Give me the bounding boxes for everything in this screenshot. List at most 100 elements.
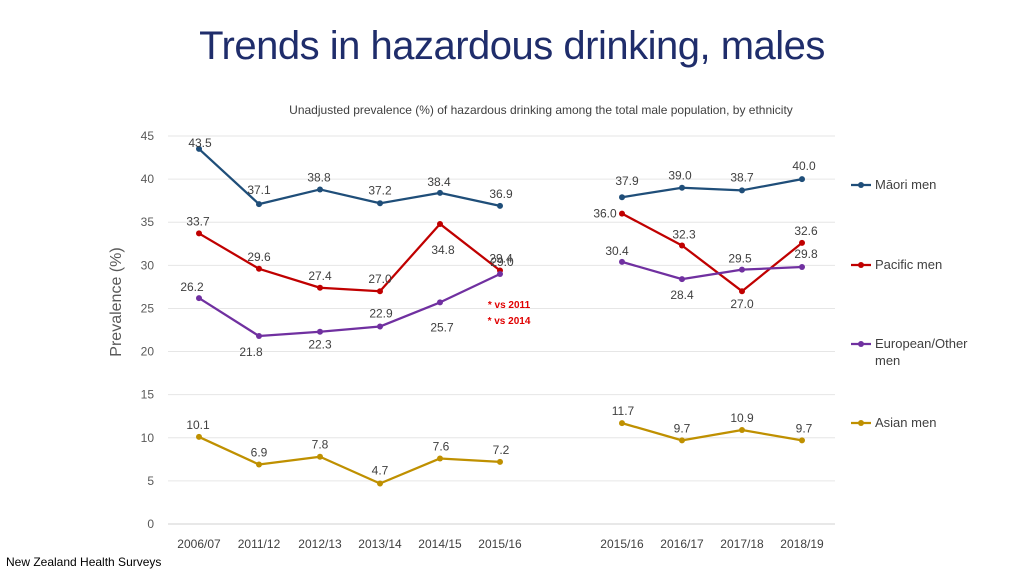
data-label: 38.4 [427, 175, 451, 189]
y-axis-label: Prevalence (%) [108, 247, 125, 356]
legend-swatch-marker [858, 182, 864, 188]
legend-item: Māori men [851, 177, 936, 192]
data-label: 27.0 [368, 272, 392, 286]
data-point [619, 210, 625, 217]
data-label: 21.8 [239, 345, 263, 359]
data-point [619, 258, 625, 265]
y-tick-label: 40 [141, 172, 155, 186]
data-point [196, 433, 202, 440]
data-label: 11.7 [612, 404, 635, 418]
data-point [437, 455, 443, 462]
x-tick-label: 2012/13 [298, 537, 342, 551]
legend-item: Pacific men [851, 257, 942, 272]
data-label: 29.6 [247, 250, 271, 264]
series-asian-men: 10.1 6.9 7.8 4.7 7.6 7.2 11.7 9.7 10.9 9.7 [186, 404, 813, 487]
data-label: 6.9 [251, 446, 268, 460]
data-point [739, 187, 745, 194]
data-point [799, 264, 805, 271]
legend-swatch-marker [858, 262, 864, 268]
data-label: 39.0 [668, 169, 692, 183]
y-tick-label: 5 [147, 474, 154, 488]
data-label: 36.9 [489, 187, 513, 201]
x-tick-label: 2017/18 [720, 537, 764, 551]
x-tick-label: 2011/12 [238, 537, 281, 551]
data-label: 10.9 [730, 411, 754, 425]
annotation-vs-2014: * vs 2014 [488, 316, 531, 327]
legend-label: Māori men [875, 177, 936, 192]
x-tick-label: 2014/15 [418, 537, 462, 551]
data-point [497, 458, 503, 465]
data-point [739, 288, 745, 295]
series-line [198, 272, 501, 338]
data-label: 27.0 [730, 297, 754, 311]
gridlines [168, 135, 835, 525]
page-title: Trends in hazardous drinking, males [199, 24, 825, 68]
series-line [198, 222, 501, 293]
data-point [619, 420, 625, 427]
data-point [317, 284, 323, 291]
x-axis-ticks: 2006/07 2011/12 2012/13 2013/14 2014/15 2015/… [177, 537, 824, 551]
data-label: 32.3 [672, 228, 696, 242]
data-point [799, 176, 805, 183]
series-pacific-men: 33.7 29.6 27.4 27.0 34.8 29.4 36.0 32.3 27.0 32.6 [186, 207, 818, 312]
data-point [256, 265, 262, 272]
data-label: 7.6 [433, 439, 450, 453]
series-european-other-men: 26.2 21.8 22.3 22.9 25.7 29.0 30.4 28.4 29.5 29.8 [180, 244, 818, 359]
data-point [679, 242, 685, 249]
legend: Māori men Pacific men European/Other men Asi… [851, 177, 968, 430]
footer-source: New Zealand Health Surveys [6, 555, 162, 569]
data-label: 29.4 [489, 252, 513, 266]
legend-item: European/Other men [851, 336, 968, 368]
data-point [799, 437, 805, 444]
data-point [497, 270, 503, 277]
data-point [256, 461, 262, 468]
data-label: 9.7 [674, 421, 691, 435]
data-point [377, 480, 383, 487]
data-label: 27.4 [308, 269, 332, 283]
series-line [198, 435, 501, 485]
series-line [621, 422, 803, 442]
data-label: 22.3 [308, 338, 332, 352]
data-point [377, 323, 383, 330]
data-point [679, 437, 685, 444]
data-label: 34.8 [431, 243, 455, 257]
data-point [437, 299, 443, 306]
data-label: 37.1 [247, 183, 271, 197]
data-label: 36.0 [593, 207, 617, 221]
data-label: 43.5 [188, 136, 212, 150]
data-point [679, 184, 685, 191]
data-label: 22.9 [369, 307, 393, 321]
y-tick-label: 35 [141, 215, 155, 229]
y-tick-label: 10 [141, 431, 155, 445]
legend-label: Pacific men [875, 257, 942, 272]
data-point [256, 333, 262, 340]
data-label: 38.7 [730, 170, 754, 184]
data-label: 37.2 [368, 183, 392, 197]
x-tick-label: 2018/19 [780, 537, 824, 551]
data-point [739, 266, 745, 273]
data-point [619, 194, 625, 201]
x-tick-label: 2006/07 [177, 537, 221, 551]
data-label: 28.4 [670, 288, 694, 302]
data-point [196, 230, 202, 237]
data-label: 29.5 [728, 252, 752, 266]
data-label: 25.7 [430, 320, 454, 334]
data-label: 38.8 [307, 170, 331, 184]
legend-item: Asian men [851, 415, 936, 430]
data-label: 29.0 [490, 255, 514, 269]
data-label: 7.8 [312, 438, 329, 452]
chart-title: Unadjusted prevalence (%) of hazardous d… [289, 103, 793, 117]
series-m-ori-men: 43.5 37.1 38.8 37.2 38.4 36.9 37.9 39.0 38.7 40.0 [188, 136, 816, 209]
annotation-vs-2011: * vs 2011 [488, 300, 531, 311]
series-line [198, 148, 501, 207]
y-tick-label: 45 [141, 129, 155, 143]
data-label: 26.2 [180, 280, 204, 294]
data-label: 9.7 [796, 421, 813, 435]
data-label: 4.7 [372, 463, 389, 477]
data-point [437, 220, 443, 227]
y-tick-label: 0 [147, 517, 154, 531]
data-point [377, 288, 383, 295]
legend-label: Asian men [875, 415, 936, 430]
data-label: 30.4 [605, 244, 629, 258]
